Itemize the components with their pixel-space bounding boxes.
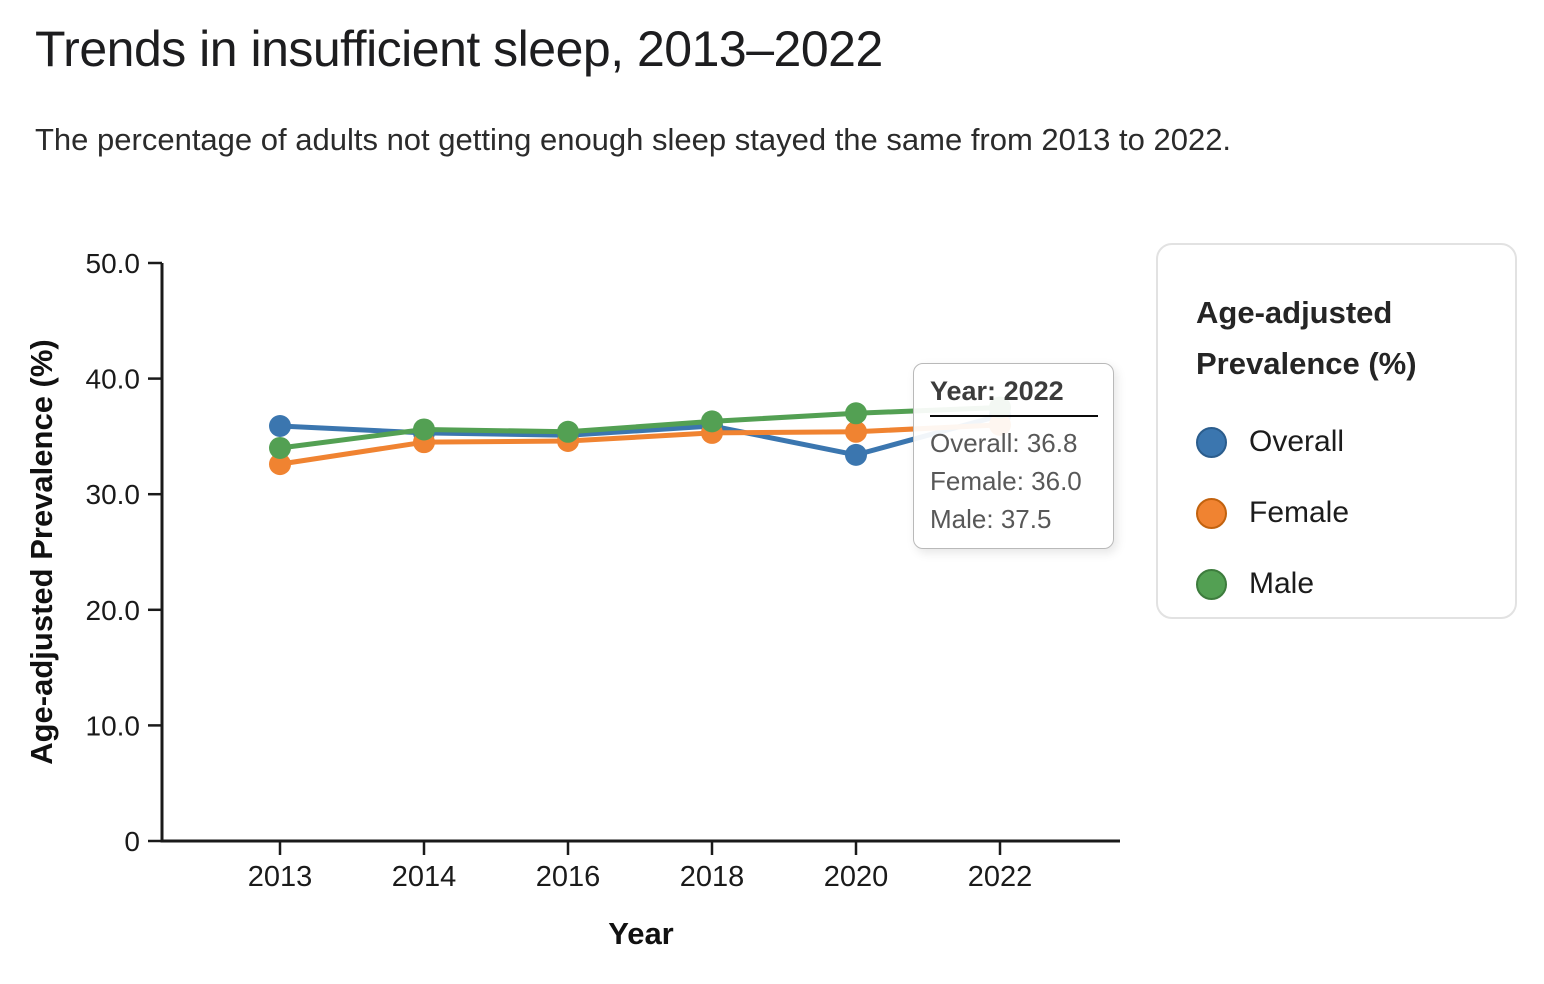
chart-legend: Age-adjusted Prevalence (%) Overall Fema… — [1156, 243, 1517, 619]
x-axis-title: Year — [608, 916, 674, 951]
tooltip-overall-value: 36.8 — [1026, 428, 1078, 458]
tooltip-male-value: 37.5 — [1000, 504, 1052, 534]
tooltip-overall-label: Overall: — [930, 428, 1020, 458]
data-point-overall-2020[interactable] — [845, 443, 867, 466]
legend-label-male: Male — [1249, 567, 1315, 601]
data-point-female-2013[interactable] — [269, 453, 291, 476]
x-tick-label: 2022 — [968, 861, 1033, 893]
page-title: Trends in insufficient sleep, 2013–2022 — [35, 21, 883, 77]
legend-item-female[interactable]: Female — [1196, 496, 1495, 530]
y-tick-label: 20.0 — [86, 595, 141, 626]
y-tick-label: 0 — [124, 826, 140, 857]
y-tick-label: 30.0 — [86, 479, 141, 510]
legend-swatch-male-icon — [1196, 568, 1227, 600]
legend-title: Age-adjusted Prevalence (%) — [1196, 295, 1417, 382]
legend-label-overall: Overall — [1249, 425, 1345, 459]
series-line-male — [277, 405, 1003, 451]
legend-item-overall[interactable]: Overall — [1196, 425, 1495, 459]
legend-swatch-female-icon — [1196, 497, 1227, 529]
y-tick-label: 10.0 — [86, 710, 141, 741]
x-tick-label: 2013 — [248, 861, 313, 893]
tooltip-female-value: 36.0 — [1031, 466, 1082, 496]
x-tick-label: 2018 — [680, 861, 745, 893]
y-axis-title: Age-adjusted Prevalence (%) — [24, 339, 59, 765]
tooltip-year-value: 2022 — [1003, 376, 1064, 406]
series-line-female — [277, 422, 1003, 467]
legend-swatch-overall-icon — [1196, 426, 1227, 458]
y-tick-label: 40.0 — [86, 364, 141, 395]
tooltip-male-label: Male: — [930, 504, 994, 534]
data-point-overall-2013[interactable] — [269, 414, 291, 437]
tooltip-row-female: Female: 36.0 — [930, 462, 1098, 500]
tooltip-female-label: Female: — [930, 466, 1024, 496]
tooltip-row-male: Male: 37.5 — [930, 500, 1098, 538]
data-point-female-2020[interactable] — [845, 420, 867, 443]
legend-items: Overall Female Male — [1196, 425, 1495, 601]
legend-item-male[interactable]: Male — [1196, 567, 1495, 601]
x-tick-label: 2014 — [392, 861, 457, 893]
data-point-male-2013[interactable] — [269, 436, 291, 459]
chart-tooltip: Year: 2022 Overall: 36.8 Female: 36.0 Ma… — [913, 363, 1114, 549]
legend-label-female: Female — [1249, 496, 1350, 530]
page-subtitle: The percentage of adults not getting eno… — [35, 122, 1232, 157]
tooltip-year-label: Year: — [930, 376, 997, 406]
data-point-male-2016[interactable] — [557, 420, 579, 443]
data-point-male-2020[interactable] — [845, 402, 867, 425]
tooltip-row-overall: Overall: 36.8 — [930, 424, 1098, 462]
tooltip-divider — [930, 415, 1098, 417]
data-point-male-2014[interactable] — [413, 418, 435, 441]
y-tick-label: 50.0 — [86, 248, 141, 279]
tooltip-year: Year: 2022 — [930, 376, 1098, 407]
x-tick-label: 2020 — [824, 861, 889, 893]
x-tick-label: 2016 — [536, 861, 601, 893]
data-point-male-2018[interactable] — [701, 410, 723, 433]
